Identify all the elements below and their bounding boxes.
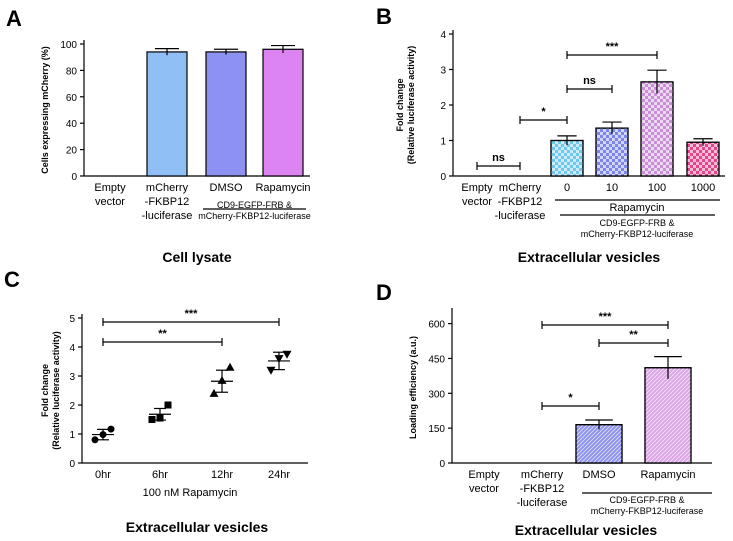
y-tick-label: 4: [69, 343, 75, 354]
x-category-label: DMSO: [210, 182, 243, 194]
x-category-label: -FKBP12: [145, 196, 190, 208]
data-point: [107, 425, 115, 433]
x-category-label: mCherry: [521, 469, 564, 481]
bar: [146, 51, 188, 177]
y-tick-label: 150: [428, 424, 445, 435]
y-tick-label: 3: [440, 66, 446, 77]
y-axis-title: Fold change: [40, 364, 50, 417]
y-tick-label: 1: [440, 137, 446, 148]
significance-label: ***: [606, 41, 620, 53]
y-tick-label: 100: [60, 40, 77, 51]
x-category-label: mCherry: [146, 182, 189, 194]
significance-label: **: [629, 329, 638, 341]
y-tick-label: 2: [69, 401, 75, 412]
x-category-label: 0hr: [95, 469, 111, 481]
significance-label: ***: [185, 308, 199, 320]
x-category-label: Rapamycin: [255, 182, 310, 194]
significance-label: *: [568, 392, 573, 404]
y-tick-label: 0: [69, 459, 75, 470]
bar-pattern: [644, 367, 692, 464]
x-category-label: 0: [564, 182, 570, 194]
y-tick-label: 60: [66, 93, 78, 104]
panel-letter: A: [6, 6, 22, 31]
x-category-label: 24hr: [268, 469, 290, 481]
y-tick-label: 40: [66, 119, 78, 130]
bar-pattern: [550, 139, 584, 177]
x-category-label: -FKBP12: [498, 196, 543, 208]
x-category-label: 10: [606, 182, 618, 194]
y-tick-label: 4: [440, 30, 446, 41]
bar: [262, 48, 304, 177]
y-tick-label: 450: [428, 354, 445, 365]
significance-label: ***: [599, 311, 613, 323]
y-tick-label: 3: [69, 372, 75, 383]
y-tick-label: 300: [428, 389, 445, 400]
group-label: mCherry-FKBP12-luciferase: [581, 229, 694, 239]
bar-pattern: [595, 127, 629, 177]
x-category-label: -FKBP12: [520, 483, 565, 495]
y-tick-label: 0: [440, 172, 446, 183]
x-category-label: vector: [469, 483, 499, 495]
group-label: mCherry-FKBP12-luciferase: [198, 211, 311, 221]
y-axis-title: (Relative luciferase activity): [406, 46, 416, 165]
chart-title: Extracellular vesicles: [126, 519, 269, 535]
y-tick-label: 0: [71, 172, 77, 183]
significance-label: *: [541, 106, 546, 118]
y-tick-label: 600: [428, 320, 445, 331]
y-tick-label: 80: [66, 66, 78, 77]
y-tick-label: 5: [69, 314, 75, 325]
x-category-label: -luciferase: [495, 210, 546, 222]
x-category-label: Empty: [461, 182, 493, 194]
data-point: [148, 416, 156, 423]
x-category-label: 6hr: [152, 469, 168, 481]
group-label: mCherry-FKBP12-luciferase: [591, 506, 704, 516]
bar: [205, 51, 247, 177]
panel-letter: B: [376, 4, 392, 29]
x-category-label: -luciferase: [142, 210, 193, 222]
y-axis-title: Loading efficiency (a.u.): [408, 336, 418, 439]
x-category-label: 12hr: [211, 469, 233, 481]
y-axis-title: Fold change: [395, 78, 405, 131]
group-label: CD9-EGFP-FRB &: [599, 218, 674, 228]
x-category-label: DMSO: [583, 469, 616, 481]
x-category-label: 1000: [691, 182, 715, 194]
chart-title: Extracellular vesicles: [518, 249, 661, 265]
data-point: [266, 366, 276, 375]
x-category-label: vector: [95, 196, 125, 208]
data-point: [164, 401, 172, 409]
x-category-label: vector: [462, 196, 492, 208]
data-point: [91, 436, 99, 444]
group-header: Rapamycin: [609, 202, 664, 214]
bar-pattern: [686, 141, 720, 177]
group-label: CD9-EGFP-FRB &: [609, 495, 684, 505]
y-tick-label: 20: [66, 146, 78, 157]
x-category-label: Rapamycin: [640, 469, 695, 481]
y-tick-label: 2: [440, 101, 446, 112]
x-category-label: 100: [648, 182, 666, 194]
significance-label: **: [158, 328, 167, 340]
data-point: [209, 388, 219, 397]
chart-title: Cell lysate: [162, 249, 231, 265]
x-category-label: -luciferase: [517, 497, 568, 509]
y-tick-label: 1: [69, 430, 75, 441]
data-point: [225, 362, 235, 371]
y-axis-title: Cells expressing mCherry (%): [40, 46, 50, 174]
bar-pattern: [575, 424, 623, 464]
significance-label: ns: [492, 152, 505, 164]
panel-letter: D: [376, 280, 392, 305]
bar-pattern: [640, 81, 674, 177]
x-axis-title: 100 nM Rapamycin: [143, 487, 238, 499]
significance-label: ns: [583, 75, 596, 87]
group-label: CD9-EGFP-FRB &: [217, 200, 292, 210]
chart-title: Extracellular vesicles: [515, 522, 658, 538]
panel-letter: C: [4, 267, 20, 292]
y-tick-label: 0: [439, 459, 445, 470]
x-category-label: mCherry: [499, 182, 542, 194]
x-category-label: Empty: [468, 469, 500, 481]
x-category-label: Empty: [94, 182, 126, 194]
y-axis-title: (Relative luciferase activity): [51, 331, 61, 450]
